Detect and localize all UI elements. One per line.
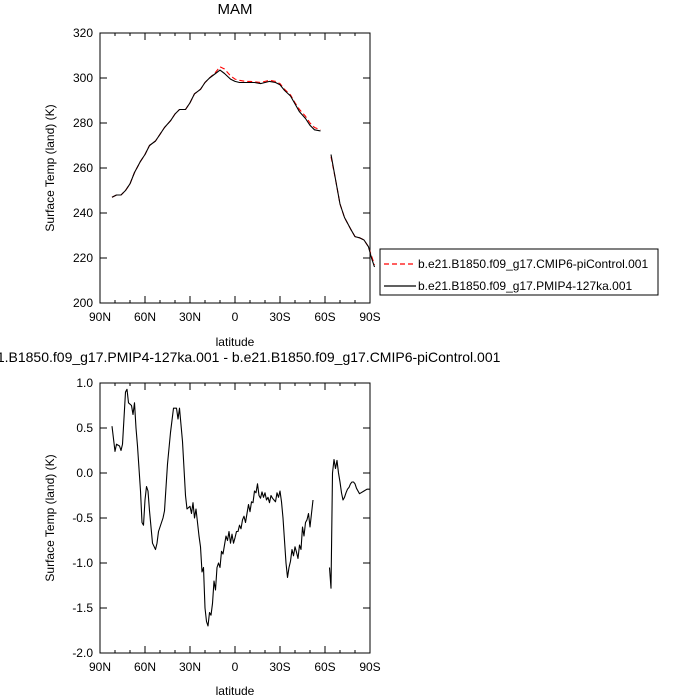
x-tick-label: 0 [232,660,239,674]
y-tick-label: 1.0 [76,376,93,390]
series-line-1 [330,154,376,268]
y-tick-label: 0.0 [76,466,93,480]
x-tick-label: 30N [179,310,201,324]
y-tick-label: 240 [73,206,93,220]
x-axis-ticks: 90N 60N 30N 0 30S 60S 90S [89,33,381,324]
y-axis-label: Surface Temp (land) (K) [43,104,57,231]
x-tick-label: 60S [314,310,335,324]
y-tick-label: -0.5 [72,511,93,525]
top-panel: MAM 200 220 240 260 280 300 320 90N 60N 30N 0 30S 6… [43,1,381,349]
y-tick-label: -2.0 [72,646,93,660]
x-tick-label: 60N [134,310,156,324]
y-axis-ticks: 1.0 0.5 0.0 -0.5 -1.0 -1.5 -2.0 [72,376,370,660]
y-tick-label: 260 [73,161,93,175]
x-tick-label: 0 [232,310,239,324]
chart-title: MAM [218,1,253,18]
x-axis-ticks: 90N 60N 30N 0 30S 60S 90S [89,383,381,674]
y-tick-label: -1.0 [72,556,93,570]
y-tick-label: 300 [73,71,93,85]
y-tick-label: -1.5 [72,601,93,615]
legend-box [379,248,659,296]
series-line-0 [111,388,314,627]
y-tick-label: 200 [73,296,93,310]
x-tick-label: 90N [89,660,111,674]
x-tick-label: 90S [359,310,380,324]
y-axis-ticks: 200 220 240 260 280 300 320 [73,26,370,310]
bottom-panel: b.e21.B1850.f09_g17.PMIP4-127ka.001 - b.… [0,349,501,698]
x-axis-label: latitude [216,684,255,698]
series-line-0 [111,66,321,198]
x-tick-label: 90N [89,310,111,324]
series-line-1 [111,69,321,198]
plot-frame [99,32,371,304]
y-tick-label: 280 [73,116,93,130]
x-tick-label: 60N [134,660,156,674]
x-tick-label: 30N [179,660,201,674]
x-axis-label: latitude [216,335,255,349]
legend: b.e21.B1850.f09_g17.CMIP6-piControl.001 … [379,248,659,296]
difference-chart-title: b.e21.B1850.f09_g17.PMIP4-127ka.001 - b.… [0,349,501,365]
y-axis-label: Surface Temp (land) (K) [43,454,57,581]
plot-frame [99,382,371,654]
legend-label-pmip4: b.e21.B1850.f09_g17.PMIP4-127ka.001 [418,279,632,293]
legend-label-control: b.e21.B1850.f09_g17.CMIP6-piControl.001 [418,257,648,271]
x-tick-label: 30S [269,660,290,674]
x-tick-label: 30S [269,310,290,324]
x-tick-label: 90S [359,660,380,674]
y-tick-label: 220 [73,251,93,265]
series-lines [111,388,370,627]
series-lines [111,66,376,268]
y-tick-label: 0.5 [76,421,93,435]
y-tick-label: 320 [73,26,93,40]
series-line-0 [328,458,370,589]
series-line-0 [330,156,376,265]
x-tick-label: 60S [314,660,335,674]
